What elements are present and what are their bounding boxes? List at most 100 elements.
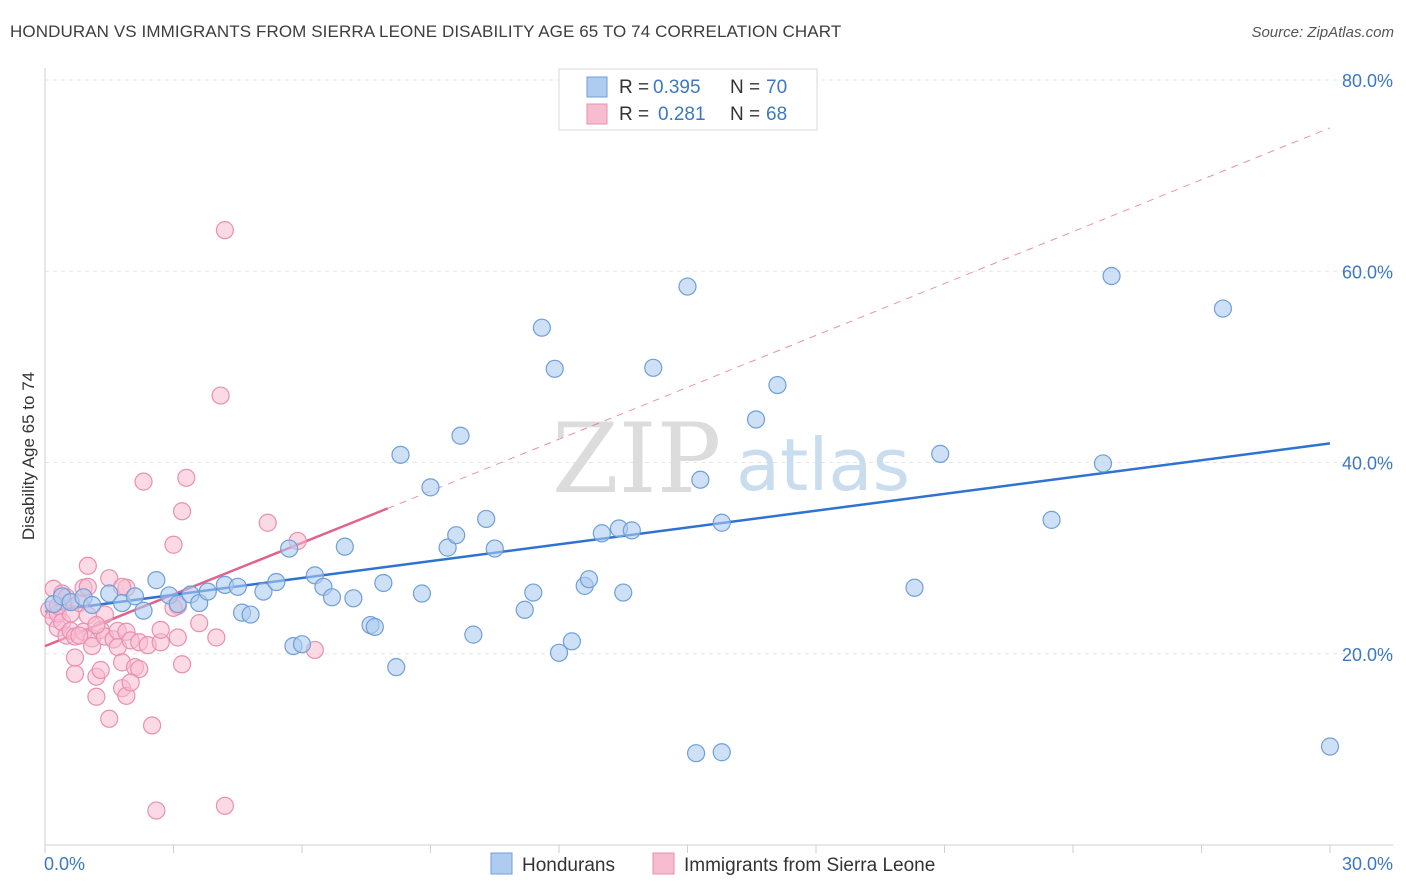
legend-swatch-hondurans bbox=[586, 76, 608, 98]
data-point-sierra-leone bbox=[190, 614, 209, 633]
data-point-hondurans bbox=[545, 359, 564, 378]
data-point-hondurans bbox=[83, 595, 102, 615]
data-point-sierra-leone bbox=[87, 687, 106, 706]
data-point-hondurans bbox=[931, 444, 950, 463]
data-point-hondurans bbox=[267, 572, 286, 592]
data-point-hondurans bbox=[451, 426, 470, 445]
data-point-hondurans bbox=[768, 375, 787, 395]
data-point-hondurans bbox=[1093, 454, 1113, 473]
data-point-sierra-leone bbox=[100, 709, 119, 728]
data-point-hondurans bbox=[1102, 266, 1121, 286]
axes bbox=[44, 68, 1393, 853]
x-tick-label-min: 0.0% bbox=[44, 854, 85, 874]
data-point-sierra-leone bbox=[211, 386, 230, 405]
data-point-sierra-leone bbox=[164, 535, 183, 554]
legend-r-value-hondurans: 0.395 bbox=[653, 77, 701, 98]
data-point-hondurans bbox=[198, 582, 217, 601]
data-point-hondurans bbox=[477, 509, 496, 529]
bottom-legend-label-sierra-leone: Immigrants from Sierra Leone bbox=[684, 855, 935, 876]
data-point-sierra-leone bbox=[65, 648, 85, 667]
data-point-hondurans bbox=[746, 410, 766, 429]
data-point-hondurans bbox=[485, 539, 504, 558]
bottom-legend: Hondurans Immigrants from Sierra Leone bbox=[490, 852, 935, 876]
legend-r-label-sierra-leone: R = bbox=[619, 104, 649, 125]
data-point-sierra-leone bbox=[78, 556, 97, 575]
data-point-hondurans bbox=[622, 521, 641, 540]
data-point-hondurans bbox=[322, 588, 342, 607]
y-axis-label: Disability Age 65 to 74 bbox=[19, 372, 38, 540]
data-point-hondurans bbox=[712, 743, 731, 762]
data-point-sierra-leone bbox=[258, 513, 277, 532]
data-point-hondurans bbox=[438, 538, 457, 557]
data-point-sierra-leone bbox=[83, 636, 102, 656]
data-point-hondurans bbox=[254, 582, 273, 601]
trend-lines bbox=[44, 127, 1331, 648]
data-point-sierra-leone bbox=[142, 716, 162, 735]
legend-n-label-hondurans: N = bbox=[730, 77, 760, 98]
y-tick-label: 80.0% bbox=[1342, 71, 1393, 91]
source-label: Source: ZipAtlas.com bbox=[1251, 24, 1394, 41]
data-point-hondurans bbox=[374, 573, 393, 593]
data-point-sierra-leone bbox=[177, 468, 196, 487]
data-point-sierra-leone bbox=[130, 659, 149, 679]
legend-n-value-hondurans: 70 bbox=[766, 77, 787, 98]
data-point-sierra-leone bbox=[168, 628, 187, 647]
x-tick-label-max: 30.0% bbox=[1342, 854, 1393, 874]
data-point-hondurans bbox=[365, 617, 384, 637]
data-point-hondurans bbox=[228, 577, 247, 596]
points-hondurans bbox=[44, 266, 1340, 763]
data-point-hondurans bbox=[387, 658, 406, 677]
data-point-hondurans bbox=[447, 526, 466, 545]
top-legend: R = 0.395 N = 70 R = 0.281 N = 68 bbox=[558, 68, 818, 131]
legend-n-label-sierra-leone: N = bbox=[730, 104, 760, 125]
data-point-sierra-leone bbox=[151, 620, 170, 639]
watermark-atlas: atlas bbox=[736, 423, 910, 507]
y-tick-label: 20.0% bbox=[1342, 645, 1393, 665]
data-point-sierra-leone bbox=[147, 801, 166, 820]
data-point-hondurans bbox=[678, 277, 697, 296]
points-sierra-leone bbox=[40, 221, 324, 820]
data-point-hondurans bbox=[391, 445, 410, 464]
data-point-hondurans bbox=[524, 583, 543, 602]
data-point-hondurans bbox=[292, 635, 312, 654]
data-point-sierra-leone bbox=[91, 660, 110, 680]
data-point-hondurans bbox=[147, 571, 166, 590]
data-point-sierra-leone bbox=[121, 673, 140, 692]
data-point-hondurans bbox=[515, 600, 534, 619]
data-point-hondurans bbox=[712, 513, 731, 532]
data-point-hondurans bbox=[100, 584, 119, 603]
legend-swatch-sierra-leone bbox=[586, 103, 608, 125]
data-point-hondurans bbox=[686, 744, 706, 763]
data-point-hondurans bbox=[579, 570, 599, 589]
data-point-hondurans bbox=[1042, 510, 1061, 529]
data-point-sierra-leone bbox=[87, 615, 106, 635]
data-point-sierra-leone bbox=[215, 221, 234, 240]
data-point-hondurans bbox=[125, 587, 145, 606]
watermark: ZIP atlas bbox=[552, 403, 910, 515]
data-point-hondurans bbox=[905, 578, 924, 597]
legend-r-label-hondurans: R = bbox=[619, 77, 649, 98]
data-point-hondurans bbox=[1320, 737, 1340, 756]
data-point-hondurans bbox=[644, 358, 663, 377]
data-point-hondurans bbox=[592, 524, 611, 543]
bottom-legend-swatch-sierra-leone bbox=[652, 852, 675, 875]
data-point-hondurans bbox=[241, 605, 260, 624]
data-point-hondurans bbox=[421, 478, 440, 497]
data-point-hondurans bbox=[614, 583, 633, 602]
data-point-hondurans bbox=[691, 470, 710, 489]
data-point-hondurans bbox=[1213, 299, 1233, 318]
data-point-hondurans bbox=[562, 632, 581, 651]
data-point-sierra-leone bbox=[134, 472, 153, 491]
x-tick-labels: 0.0% 30.0% bbox=[44, 854, 1393, 874]
data-point-sierra-leone bbox=[215, 796, 234, 815]
legend-n-value-sierra-leone: 68 bbox=[766, 104, 787, 125]
data-point-hondurans bbox=[335, 537, 354, 556]
data-point-sierra-leone bbox=[70, 626, 89, 645]
data-point-sierra-leone bbox=[65, 664, 85, 683]
y-tick-label: 60.0% bbox=[1342, 262, 1393, 282]
data-point-hondurans bbox=[464, 625, 483, 644]
gridlines bbox=[45, 79, 1393, 655]
data-point-hondurans bbox=[344, 589, 363, 608]
bottom-legend-label-hondurans: Hondurans bbox=[522, 855, 615, 876]
